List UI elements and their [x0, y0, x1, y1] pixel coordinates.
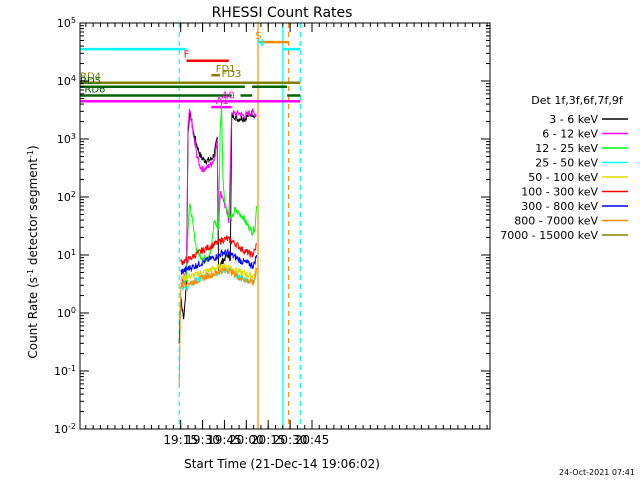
series-line-6 [180, 247, 257, 275]
y-tick-label-base-2: 10 [57, 307, 71, 320]
chart-title: RHESSI Count Rates [212, 5, 353, 21]
x-tick-label-1: 19:30 [185, 433, 220, 447]
annotation-label-fd3: FD3 [222, 69, 242, 80]
x-axis-label: Start Time (21-Dec-14 19:06:02) [184, 457, 380, 471]
x-tick-label-3: 20:00 [229, 433, 264, 447]
series-line-5 [180, 234, 257, 266]
annotation-label-n: N [257, 38, 264, 49]
legend-label-6: 300 - 800 keV [521, 200, 598, 213]
y-tick-label-exp-5: 3 [71, 132, 76, 141]
y-tick-label-base-7: 10 [57, 17, 71, 30]
y-tick-label-7: 105 [57, 16, 76, 31]
annotation-label-f: F [184, 50, 190, 61]
y-tick-label-base-1: 10 [54, 365, 68, 378]
y-tick-label-5: 103 [57, 132, 76, 147]
legend-label-0: 3 - 6 keV [549, 113, 598, 126]
annotation-label-fd1: FD1 [216, 64, 236, 75]
y-tick-label-exp-0: -2 [68, 422, 76, 431]
y-axis-label: Count Rate (s-1 detector segment-1) [26, 145, 41, 358]
y-tick-label-base-4: 10 [57, 191, 71, 204]
y-tick-label-base-5: 10 [57, 133, 71, 146]
axes-frame [79, 22, 491, 430]
x-tick-label-2: 19:45 [207, 433, 242, 447]
y-tick-label-0: 10-2 [54, 422, 76, 437]
legend-label-1: 6 - 12 keV [542, 128, 598, 141]
y-tick-label-exp-4: 2 [71, 190, 76, 199]
annotation-label-a0: A0 [222, 90, 235, 101]
y-tick-label-4: 102 [57, 190, 76, 205]
x-tick-label-6: 20:45 [295, 433, 330, 447]
y-tick-label-exp-1: -1 [68, 364, 76, 373]
y-tick-label-base-0: 10 [54, 423, 68, 436]
legend: Det 1f,3f,6f,7f,9f 3 - 6 keV 6 - 12 keV12… [500, 94, 628, 242]
series-line-4 [180, 261, 257, 282]
legend-label-4: 50 - 100 keV [528, 171, 598, 184]
y-tick-label-exp-6: 4 [71, 74, 76, 83]
y-axis-label-part1: Count Rate (s [26, 277, 40, 359]
y-tick-label-1: 10-1 [54, 364, 76, 379]
x-tick-label-4: 20:15 [251, 433, 286, 447]
y-axis-label-part3: ) [26, 145, 40, 150]
timestamp: 24-Oct-2021 07:41 [559, 468, 635, 477]
y-tick-label-exp-2: 0 [71, 306, 76, 315]
y-axis-label-part2: detector segment [26, 158, 40, 269]
annotation-label-rd6: RD6 [84, 85, 105, 96]
y-axis-label-sup1: -1 [26, 269, 35, 277]
legend-label-8: 7000 - 15000 keV [500, 229, 598, 242]
y-axis-label-sup2: -1 [26, 150, 35, 158]
annotation-label-s: S [255, 31, 261, 42]
y-tick-label-3: 101 [57, 248, 76, 263]
annotation-label-rd4: RD4 [80, 72, 101, 83]
series-line-2 [180, 102, 257, 288]
y-tick-label-2: 100 [57, 306, 76, 321]
legend-label-5: 100 - 300 keV [521, 186, 598, 199]
y-tick-label-exp-3: 1 [71, 248, 76, 257]
legend-label-3: 25 - 50 keV [535, 157, 598, 170]
y-tick-label-base-6: 10 [57, 75, 71, 88]
x-tick-label-0: 19:15 [163, 433, 198, 447]
legend-label-2: 12 - 25 keV [535, 142, 598, 155]
annotation-label-rd5: RD5 [80, 76, 101, 87]
legend-label-7: 800 - 7000 keV [514, 215, 598, 228]
plot-inner [80, 23, 301, 429]
legend-title: Det 1f,3f,6f,7f,9f [531, 94, 624, 107]
series-line-7 [178, 266, 257, 387]
axes: 10-210-110010110210310410519:1519:3019:4… [54, 16, 491, 447]
y-tick-label-exp-7: 5 [71, 16, 76, 25]
y-tick-label-6: 104 [57, 74, 76, 89]
y-tick-label-base-3: 10 [57, 249, 71, 262]
annotation-label-a1: A1 [216, 96, 229, 107]
x-tick-label-5: 20:30 [273, 433, 308, 447]
